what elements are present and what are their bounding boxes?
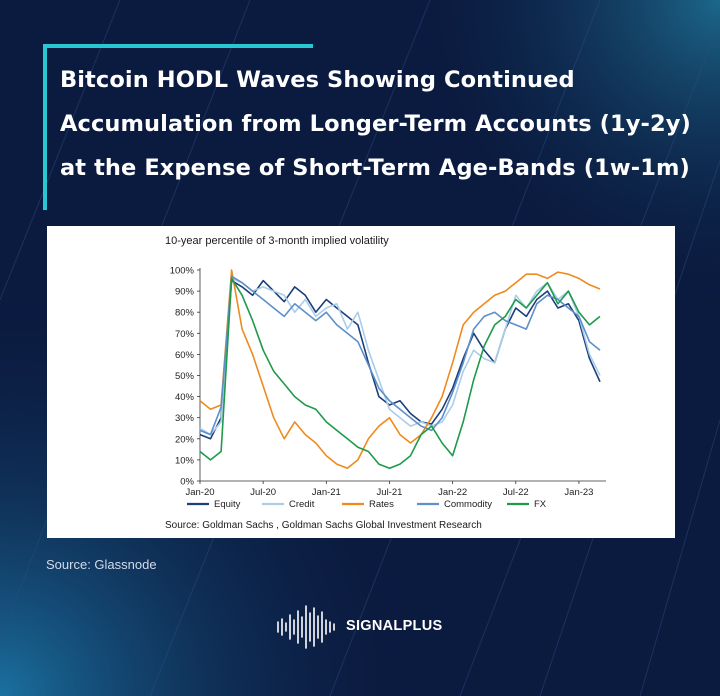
- legend-label-fx: FX: [534, 499, 547, 510]
- chart-card: 10-year percentile of 3-month implied vo…: [47, 226, 675, 538]
- series-line-credit: [199, 277, 601, 436]
- x-tick-label: Jan-20: [185, 487, 214, 498]
- plot-area: 0% 10% 20% 30% 40% 50% 60% 70% 80% 90% 100% Jan-20 J…: [170, 266, 606, 498]
- x-tick-label: Jan-22: [438, 487, 467, 498]
- chart-title: 10-year percentile of 3-month implied vo…: [165, 235, 389, 247]
- x-tick-label: Jul-22: [503, 487, 529, 498]
- legend-label-commodity: Commodity: [444, 499, 492, 510]
- series-line-commodity: [199, 275, 601, 436]
- headline-line-1: Bitcoin HODL Waves Showing Continued: [60, 67, 575, 93]
- x-tick-label: Jan-23: [564, 487, 593, 498]
- accent-bar: [43, 44, 313, 48]
- legend-label-equity: Equity: [214, 499, 241, 510]
- legend-label-credit: Credit: [289, 499, 315, 510]
- x-tick-label: Jul-21: [377, 487, 403, 498]
- brand-logo: SIGNALPLUS: [276, 602, 456, 652]
- signal-wave-icon: [277, 605, 335, 649]
- headline-line-3: at the Expense of Short-Term Age-Bands (…: [60, 155, 690, 181]
- y-tick-label: 70%: [175, 329, 195, 340]
- accent-bar-vertical: [43, 44, 47, 210]
- series-line-fx: [199, 277, 601, 470]
- y-tick-label: 0%: [180, 477, 194, 488]
- line-chart: 10-year percentile of 3-month implied vo…: [165, 235, 606, 531]
- headline: Bitcoin HODL Waves Showing Continued Acc…: [60, 58, 710, 190]
- series-line-equity: [199, 279, 601, 440]
- y-tick-label: 50%: [175, 371, 195, 382]
- y-tick-label: 20%: [175, 434, 195, 445]
- series-line-rates: [199, 269, 601, 470]
- y-tick-label: 30%: [175, 413, 195, 424]
- source-note: Source: Glassnode: [46, 557, 157, 572]
- y-tick-label: 60%: [175, 350, 195, 361]
- headline-line-2: Accumulation from Longer-Term Accounts (…: [60, 111, 691, 137]
- x-tick-label: Jan-21: [312, 487, 341, 498]
- legend-label-rates: Rates: [369, 499, 394, 510]
- y-tick-label: 80%: [175, 308, 195, 319]
- y-tick-label: 90%: [175, 287, 195, 298]
- x-tick-label: Jul-20: [250, 487, 276, 498]
- brand-name: SIGNALPLUS: [346, 618, 443, 634]
- legend: Equity Credit Rates Commodity FX: [187, 499, 547, 510]
- y-tick-label: 100%: [170, 266, 195, 277]
- y-tick-label: 10%: [175, 455, 195, 466]
- chart-source: Source: Goldman Sachs , Goldman Sachs Gl…: [165, 520, 482, 531]
- y-tick-label: 40%: [175, 392, 195, 403]
